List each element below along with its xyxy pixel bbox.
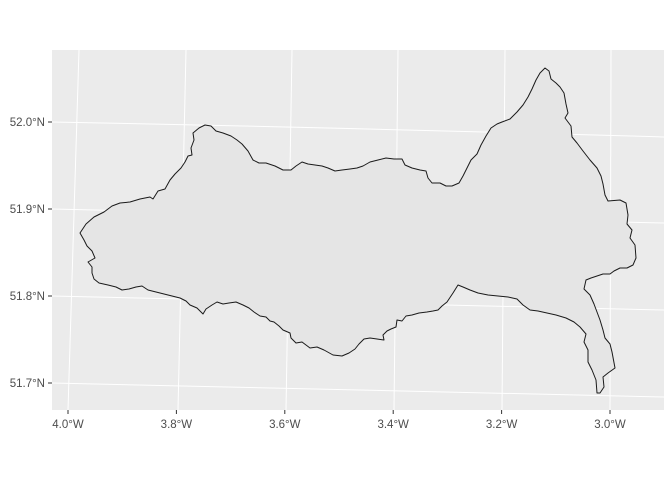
gridline-lat-51-7 [51, 382, 665, 398]
lat-tick-label: 51.7°N [10, 378, 45, 390]
lon-tick-label: 3.0°W [594, 419, 626, 431]
gridline-lat-52-0 [51, 121, 665, 138]
lat-tick-label: 51.9°N [10, 204, 45, 216]
lat-tick-label: 51.8°N [10, 291, 45, 303]
lon-axis: 4.0°W 3.8°W 3.6°W 3.4°W 3.2°W 3.0°W [52, 410, 626, 431]
gridline-lon-4-0 [67, 49, 80, 411]
region-outline [79, 67, 637, 394]
lon-tick-label: 3.6°W [269, 419, 301, 431]
lat-axis: 52.0°N 51.9°N 51.8°N 51.7°N [10, 117, 52, 390]
lon-tick-label: 4.0°W [52, 419, 84, 431]
lon-tick-label: 3.4°W [377, 419, 409, 431]
lon-tick-label: 3.2°W [486, 419, 518, 431]
lat-tick-label: 52.0°N [10, 117, 45, 129]
lon-tick-label: 3.8°W [161, 419, 193, 431]
